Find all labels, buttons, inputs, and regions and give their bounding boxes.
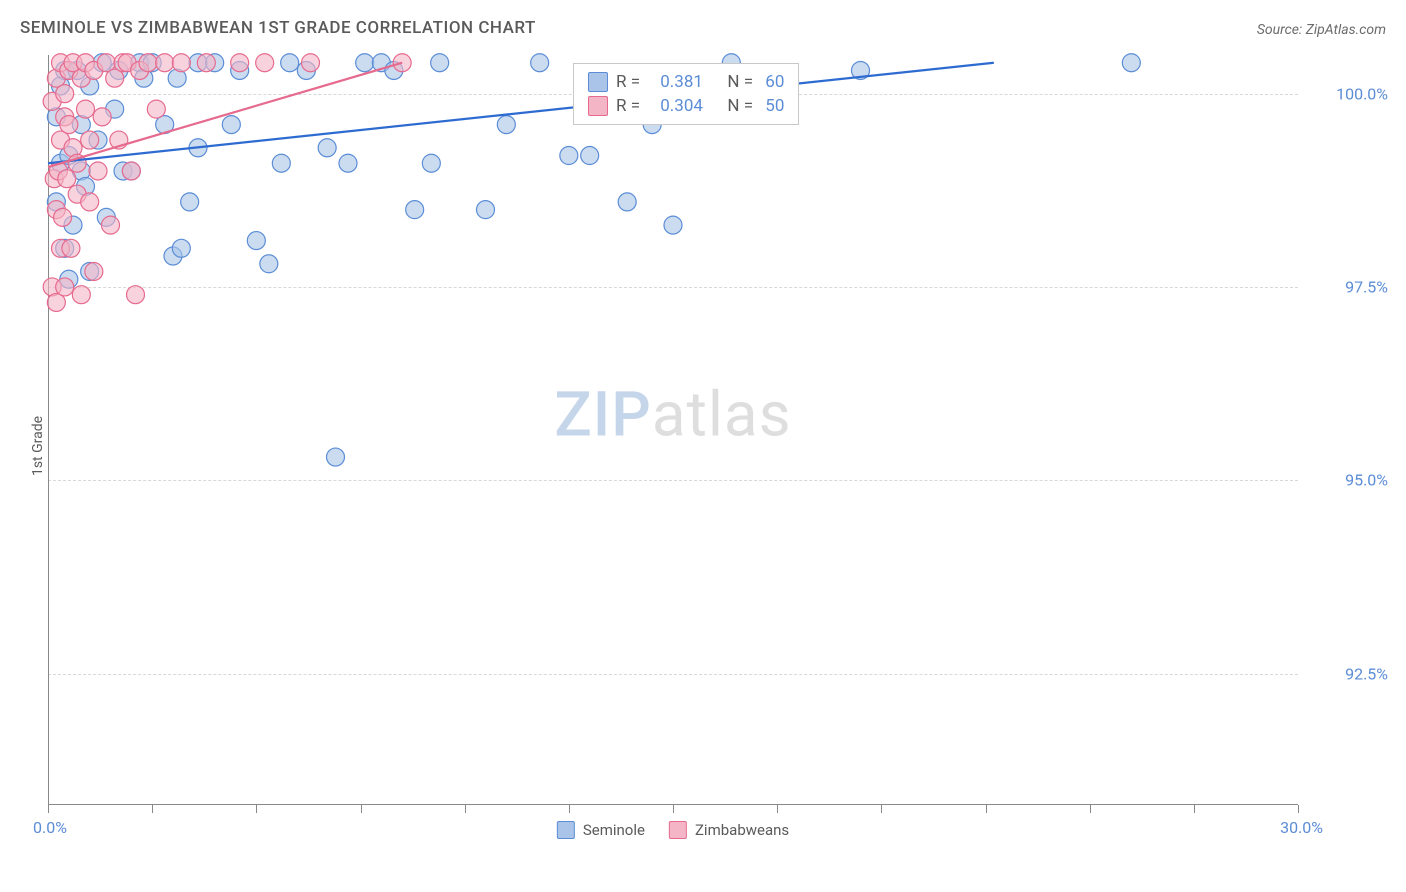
scatter-point-seminole <box>531 54 549 72</box>
x-tick <box>48 805 49 813</box>
x-tick <box>777 805 778 813</box>
plot-area: 92.5%95.0%97.5%100.0% ZIPatlas R = 0.381… <box>48 55 1298 805</box>
scatter-point-zimbabweans <box>156 54 174 72</box>
stats-row-seminole: R = 0.381 N = 60 <box>588 70 784 94</box>
source-attribution: Source: ZipAtlas.com <box>1257 22 1386 38</box>
scatter-point-seminole <box>172 239 190 257</box>
scatter-point-seminole <box>477 201 495 219</box>
scatter-point-zimbabweans <box>85 262 103 280</box>
stats-r-value: 0.304 <box>660 96 703 116</box>
scatter-point-zimbabweans <box>172 54 190 72</box>
scatter-point-zimbabweans <box>81 131 99 149</box>
scatter-point-zimbabweans <box>56 85 74 103</box>
stats-row-zimbabweans: R = 0.304 N = 50 <box>588 94 784 118</box>
scatter-point-zimbabweans <box>54 208 72 226</box>
scatter-point-zimbabweans <box>102 216 120 234</box>
scatter-point-zimbabweans <box>122 162 140 180</box>
scatter-point-zimbabweans <box>72 286 90 304</box>
scatter-point-seminole <box>1122 54 1140 72</box>
scatter-point-seminole <box>339 154 357 172</box>
scatter-svg <box>48 55 1298 805</box>
legend-label: Zimbabweans <box>695 821 789 839</box>
stats-n-label: N = <box>727 72 753 92</box>
stats-swatch-seminole <box>588 72 608 92</box>
x-tick <box>361 805 362 813</box>
scatter-point-zimbabweans <box>81 193 99 211</box>
stats-r-label: R = <box>616 72 640 92</box>
x-tick <box>256 805 257 813</box>
scatter-point-zimbabweans <box>56 278 74 296</box>
scatter-point-seminole <box>181 193 199 211</box>
correlation-stats-box: R = 0.381 N = 60R = 0.304 N = 50 <box>573 63 799 125</box>
x-tick <box>465 805 466 813</box>
scatter-point-seminole <box>581 147 599 165</box>
scatter-point-zimbabweans <box>93 108 111 126</box>
scatter-point-zimbabweans <box>89 162 107 180</box>
y-tick-label: 97.5% <box>1308 277 1388 296</box>
x-tick <box>881 805 882 813</box>
scatter-point-zimbabweans <box>147 100 165 118</box>
legend-label: Seminole <box>583 821 645 839</box>
scatter-point-seminole <box>406 201 424 219</box>
legend: Seminole Zimbabweans <box>557 821 789 839</box>
scatter-point-seminole <box>260 255 278 273</box>
scatter-point-seminole <box>327 448 345 466</box>
x-tick <box>673 805 674 813</box>
scatter-point-zimbabweans <box>58 170 76 188</box>
scatter-point-zimbabweans <box>77 100 95 118</box>
scatter-point-zimbabweans <box>231 54 249 72</box>
y-tick-label: 100.0% <box>1308 84 1388 103</box>
stats-n-value: 60 <box>761 72 784 92</box>
stats-swatch-zimbabweans <box>588 96 608 116</box>
scatter-point-zimbabweans <box>393 54 411 72</box>
scatter-point-seminole <box>422 154 440 172</box>
y-tick-label: 92.5% <box>1308 664 1388 683</box>
x-tick <box>1090 805 1091 813</box>
scatter-point-zimbabweans <box>197 54 215 72</box>
x-axis-min-label: 0.0% <box>33 818 67 837</box>
legend-swatch-zimbabweans <box>669 821 687 839</box>
scatter-point-seminole <box>222 116 240 134</box>
legend-item-seminole: Seminole <box>557 821 645 839</box>
chart-title: SEMINOLE VS ZIMBABWEAN 1ST GRADE CORRELA… <box>20 18 536 38</box>
x-tick <box>986 805 987 813</box>
y-tick-label: 95.0% <box>1308 471 1388 490</box>
x-tick <box>569 805 570 813</box>
scatter-point-seminole <box>247 232 265 250</box>
trend-line-seminole <box>48 63 994 164</box>
scatter-point-zimbabweans <box>302 54 320 72</box>
stats-n-label: N = <box>727 96 753 116</box>
scatter-point-seminole <box>431 54 449 72</box>
scatter-point-seminole <box>281 54 299 72</box>
x-tick <box>152 805 153 813</box>
scatter-point-seminole <box>356 54 374 72</box>
legend-item-zimbabweans: Zimbabweans <box>669 821 789 839</box>
scatter-point-seminole <box>497 116 515 134</box>
legend-swatch-seminole <box>557 821 575 839</box>
scatter-point-zimbabweans <box>127 286 145 304</box>
x-tick <box>1298 805 1299 813</box>
scatter-point-seminole <box>272 154 290 172</box>
stats-n-value: 50 <box>761 96 784 116</box>
scatter-point-zimbabweans <box>60 116 78 134</box>
stats-r-value: 0.381 <box>660 72 703 92</box>
stats-r-label: R = <box>616 96 640 116</box>
scatter-point-zimbabweans <box>62 239 80 257</box>
x-tick <box>1194 805 1195 813</box>
scatter-point-seminole <box>618 193 636 211</box>
scatter-point-seminole <box>318 139 336 157</box>
scatter-point-seminole <box>560 147 578 165</box>
scatter-point-seminole <box>664 216 682 234</box>
scatter-point-zimbabweans <box>139 54 157 72</box>
y-axis-label: 1st Grade <box>30 416 46 476</box>
scatter-point-zimbabweans <box>256 54 274 72</box>
x-axis-max-label: 30.0% <box>1280 818 1323 837</box>
